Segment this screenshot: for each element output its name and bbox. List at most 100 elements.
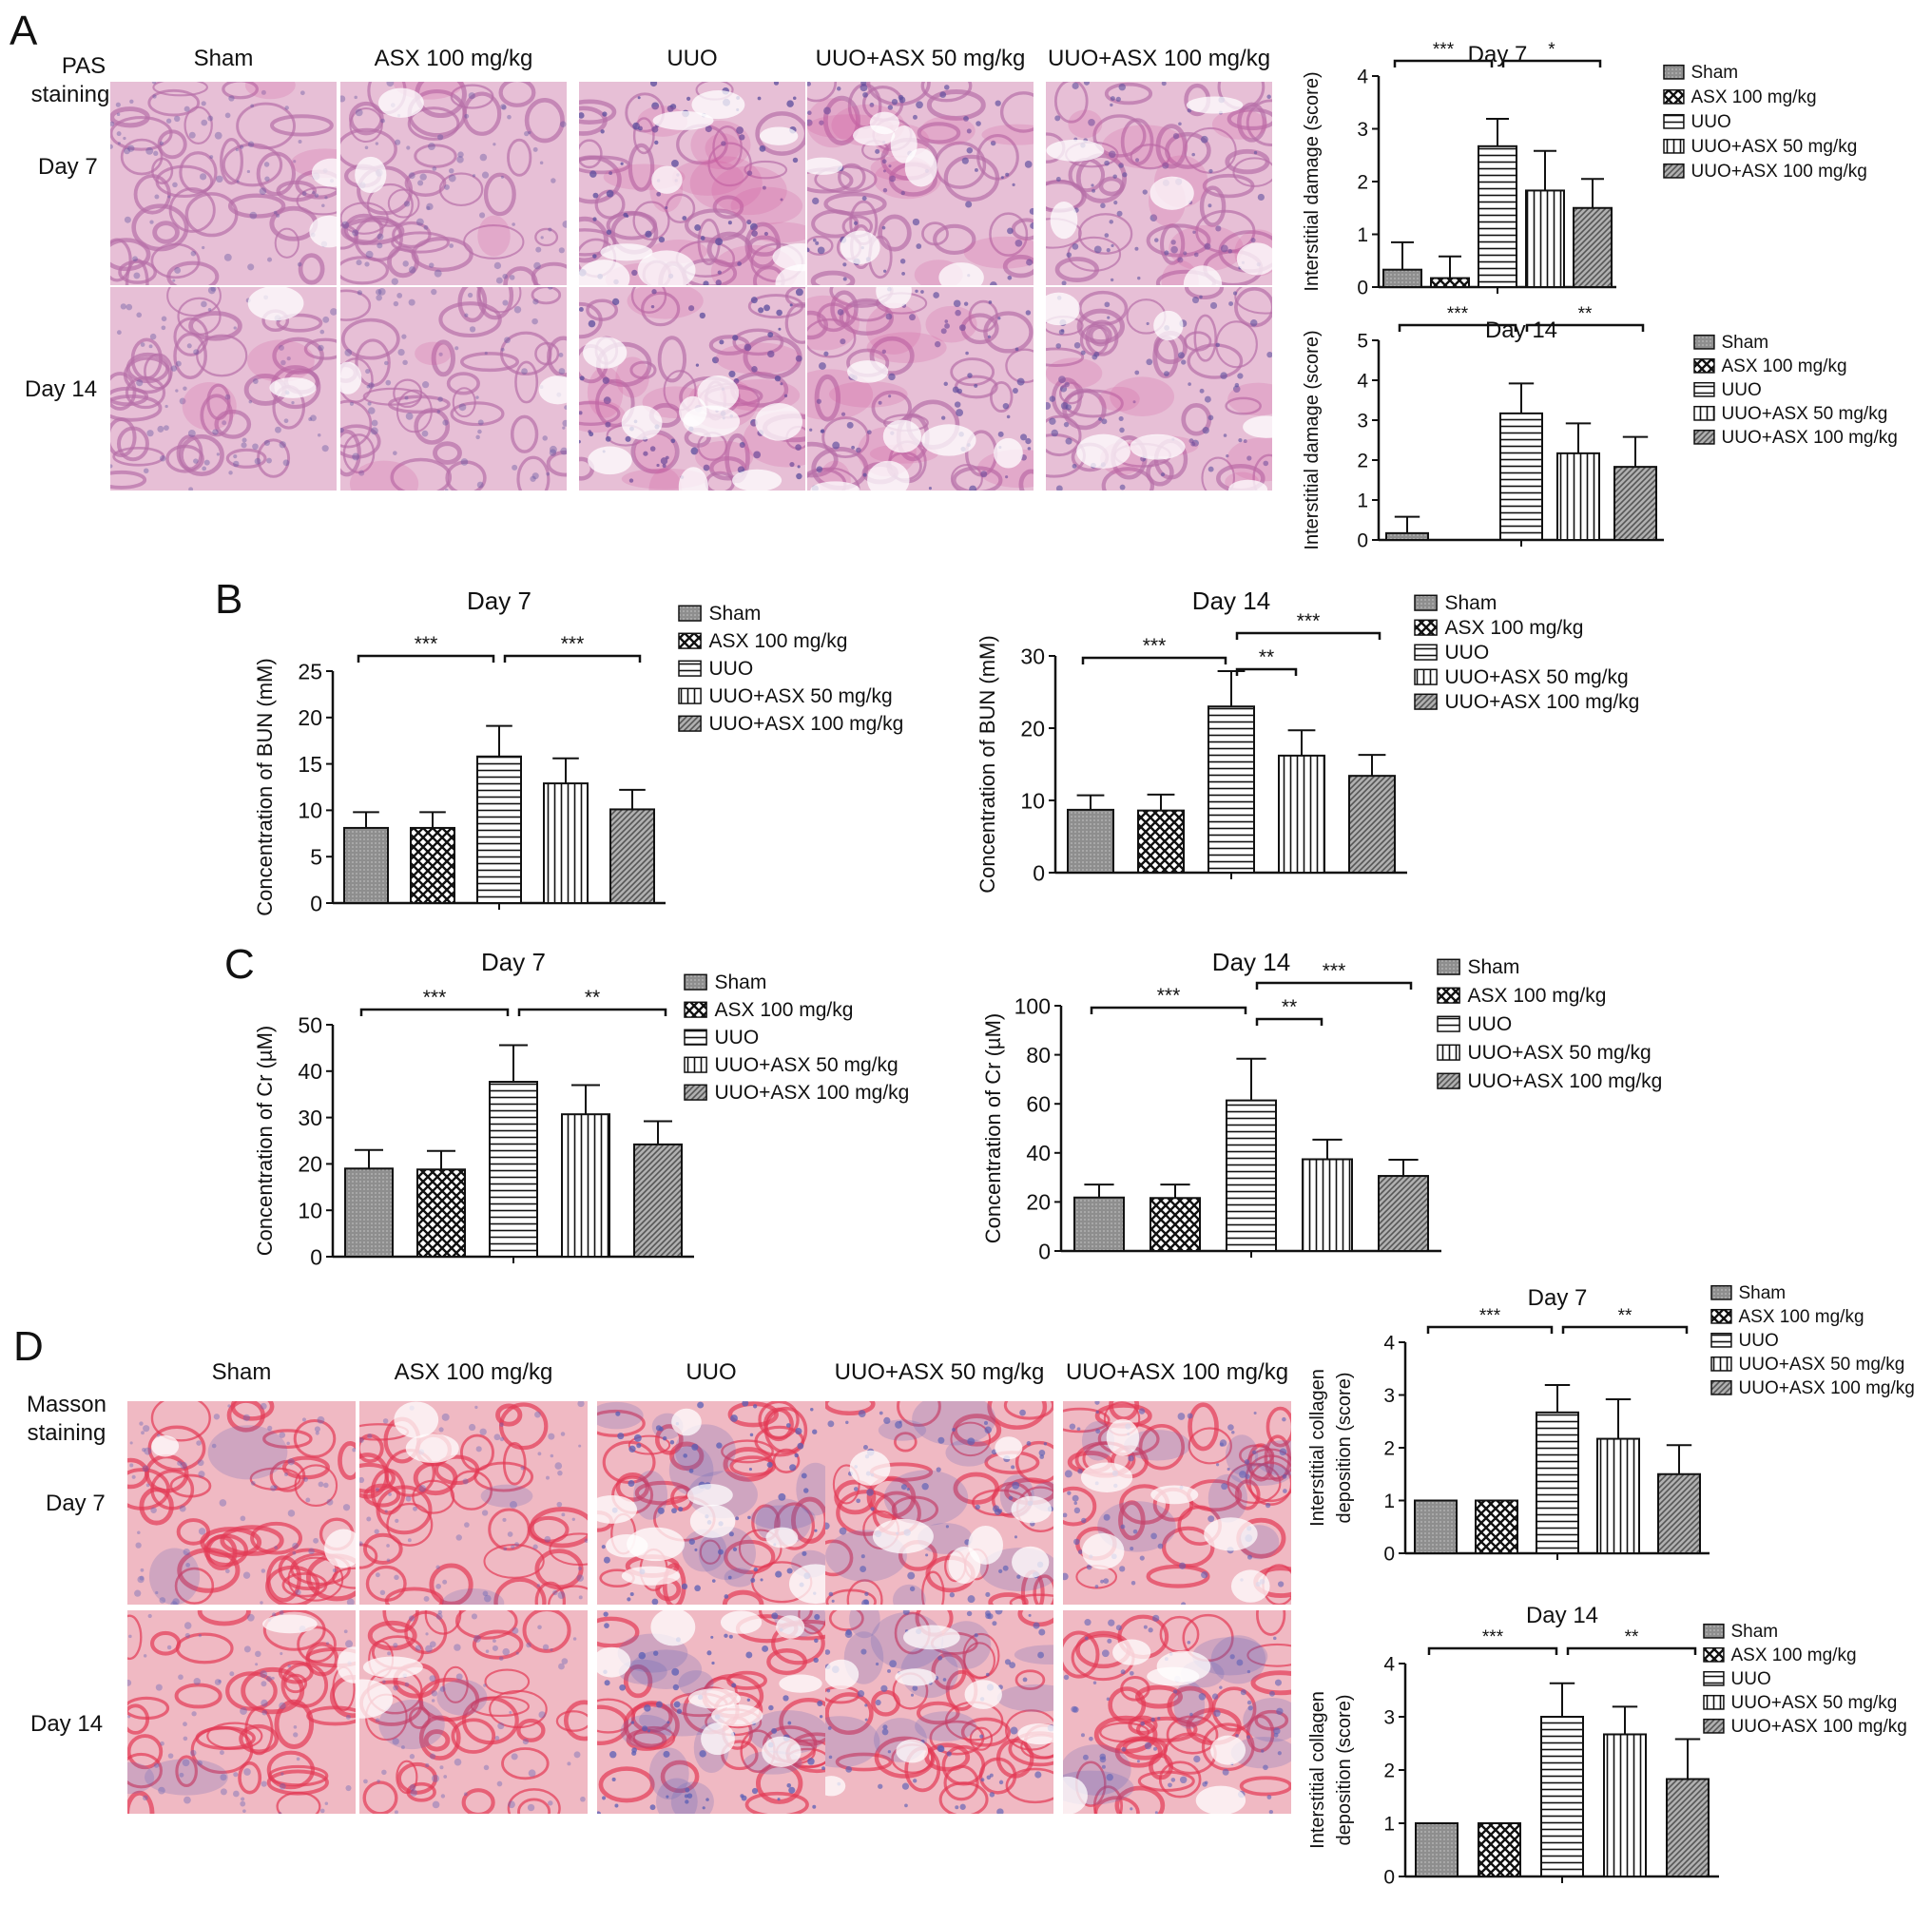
legend-label: Sham xyxy=(715,972,767,993)
micrograph-texture xyxy=(807,287,1034,491)
legend-swatch xyxy=(1693,381,1715,397)
legend-swatch xyxy=(1437,958,1460,975)
column-header: ASX 100 mg/kg xyxy=(374,46,533,71)
bar xyxy=(1478,144,1517,288)
significance-bracket xyxy=(1255,1017,1323,1026)
micrograph-image xyxy=(127,1401,356,1605)
bar xyxy=(1385,531,1429,541)
significance-bracket xyxy=(1235,667,1298,676)
legend-swatch xyxy=(678,687,702,704)
legend-swatch xyxy=(1693,357,1715,374)
bar xyxy=(1603,1733,1647,1877)
significance-bracket xyxy=(1427,1646,1558,1655)
micrograph-image xyxy=(825,1401,1053,1605)
legend-swatch xyxy=(684,1056,707,1073)
masson-row-label-day14: Day 14 xyxy=(30,1711,104,1737)
legend-label: ASX 100 mg/kg xyxy=(709,630,848,652)
bar-chart-c-day7: Day 7 0 10 20 30 40 50 Concentration of Cr (µM)… xyxy=(253,948,910,1269)
micrograph-texture xyxy=(359,1610,588,1814)
legend-swatch xyxy=(1663,88,1685,105)
y-tick-label: 80 xyxy=(1026,1043,1051,1068)
micrograph-texture xyxy=(579,287,805,491)
micrograph-image xyxy=(597,1401,825,1605)
legend-swatch xyxy=(1414,644,1438,661)
significance-bracket xyxy=(1566,1646,1697,1655)
legend-swatch xyxy=(1703,1623,1725,1639)
significance-bracket xyxy=(1561,1325,1689,1334)
legend-swatch xyxy=(1437,1072,1460,1089)
legend-swatch xyxy=(1437,987,1460,1004)
legend-label: Sham xyxy=(1691,63,1739,83)
bar xyxy=(410,826,455,904)
bar xyxy=(1475,1499,1518,1554)
legend-swatch xyxy=(1414,693,1438,710)
y-tick-label: 0 xyxy=(1357,530,1368,552)
significance-label: *** xyxy=(1143,635,1167,657)
legend-label: UUO+ASX 50 mg/kg xyxy=(1691,137,1858,157)
legend-label: Sham xyxy=(1722,333,1769,353)
legend-swatch xyxy=(684,973,707,991)
micrograph-image xyxy=(1063,1610,1291,1814)
y-tick-label: 5 xyxy=(1357,331,1368,353)
significance-label: ** xyxy=(1578,304,1593,324)
legend-swatch xyxy=(1710,1284,1732,1300)
legend-label: Sham xyxy=(1468,956,1520,978)
y-tick-label: 1 xyxy=(1383,1814,1395,1836)
micrograph-image xyxy=(1046,82,1272,285)
legend-swatch xyxy=(678,715,702,732)
y-tick-label: 30 xyxy=(1020,644,1045,668)
y-tick-label: 1 xyxy=(1383,1491,1395,1512)
legend-label: ASX 100 mg/kg xyxy=(1731,1645,1857,1665)
legend-label: ASX 100 mg/kg xyxy=(1691,87,1817,107)
legend-label: UUO+ASX 100 mg/kg xyxy=(1445,691,1640,713)
significance-label: *** xyxy=(415,633,438,655)
bar xyxy=(476,755,522,904)
legend-label: ASX 100 mg/kg xyxy=(1739,1307,1864,1327)
y-tick-label: 4 xyxy=(1383,1333,1395,1355)
significance-label: *** xyxy=(423,987,447,1009)
y-tick-label: 10 xyxy=(1020,788,1045,813)
column-header: UUO+ASX 100 mg/kg xyxy=(1065,1359,1289,1385)
y-tick-label: 60 xyxy=(1026,1091,1051,1116)
legend-swatch xyxy=(1414,619,1438,636)
bar-chart-a-day14: Day 14 0 1 2 3 4 5 Interstitial damage (score) *… xyxy=(1302,304,1898,552)
legend-swatch xyxy=(1693,334,1715,350)
legend-swatch xyxy=(1663,138,1685,154)
y-tick-label: 0 xyxy=(1357,278,1368,299)
y-tick-label: 0 xyxy=(1033,860,1045,885)
y-axis-label: Interstitial damage (score) xyxy=(1302,330,1323,549)
legend-swatch xyxy=(1703,1646,1725,1663)
chart-title: Day 14 xyxy=(1192,587,1270,615)
chart-title: Day 14 xyxy=(1212,948,1290,976)
micrograph-image xyxy=(579,287,805,491)
legend-label: Sham xyxy=(709,603,762,625)
y-axis-label: deposition (score) xyxy=(1334,1373,1355,1524)
bar xyxy=(1525,189,1565,288)
micrograph-image xyxy=(127,1610,356,1814)
legend-label: UUO+ASX 50 mg/kg xyxy=(715,1054,898,1076)
legend-swatch xyxy=(1663,64,1685,80)
micrograph-image xyxy=(1063,1401,1291,1605)
significance-label: ** xyxy=(1282,996,1297,1018)
column-header: UUO xyxy=(667,46,718,71)
micrograph-texture xyxy=(110,82,337,285)
significance-bracket xyxy=(1081,656,1227,664)
bar xyxy=(1478,1822,1521,1877)
y-tick-label: 0 xyxy=(310,891,322,915)
legend-label: UUO+ASX 100 mg/kg xyxy=(715,1082,910,1104)
chart-title: Day 14 xyxy=(1485,318,1557,343)
y-tick-label: 1 xyxy=(1357,491,1368,512)
micrograph-image xyxy=(110,287,337,491)
chart-title: Day 7 xyxy=(467,587,531,615)
bar xyxy=(633,1143,683,1259)
legend-swatch xyxy=(1693,429,1715,445)
legend-label: UUO+ASX 50 mg/kg xyxy=(1468,1042,1652,1064)
y-tick-label: 2 xyxy=(1357,451,1368,472)
column-header: Sham xyxy=(211,1359,272,1385)
micrograph-texture xyxy=(340,287,567,491)
legend-label: UUO xyxy=(1691,112,1731,132)
significance-bracket xyxy=(357,654,495,663)
y-tick-label: 20 xyxy=(298,705,322,730)
micrograph-image xyxy=(340,287,567,491)
bar xyxy=(1150,1197,1201,1253)
